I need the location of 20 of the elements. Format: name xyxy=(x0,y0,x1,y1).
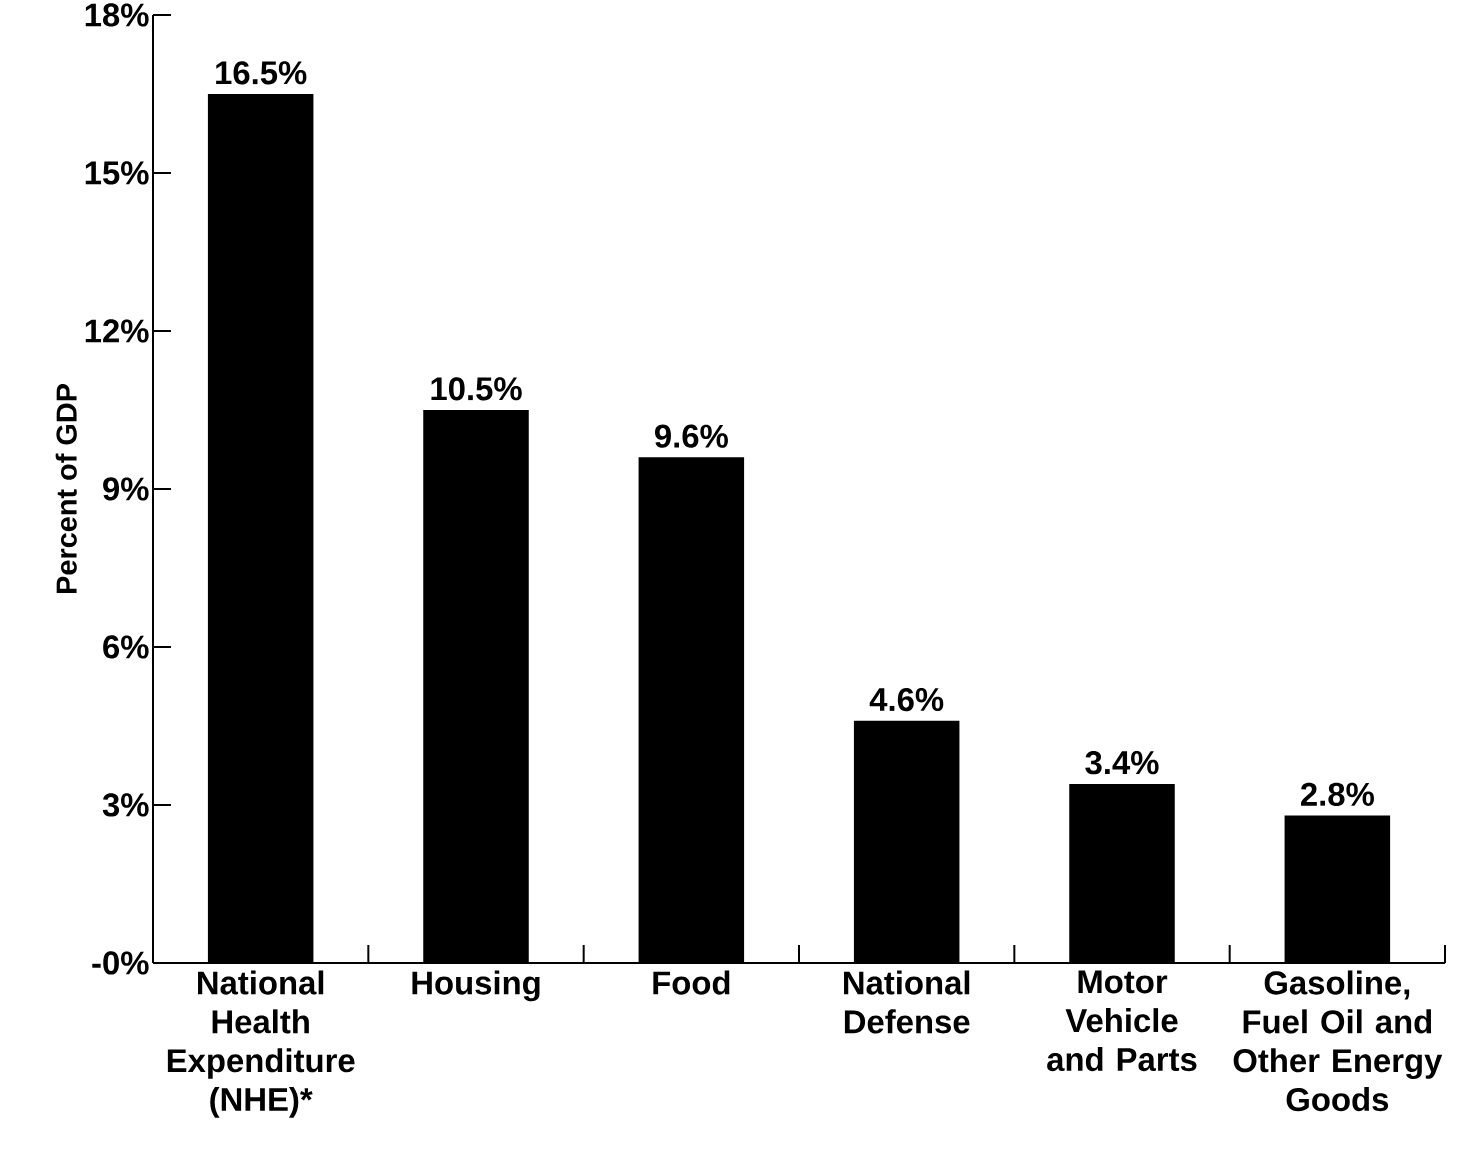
y-axis-title: Percent of GDP xyxy=(55,384,77,593)
x-tick-label: Gasoline, Fuel Oil and Other Energy Goods xyxy=(1233,970,1443,1112)
x-tick-label: Housing xyxy=(412,970,540,1002)
x-tick-label: Motor Vehicle and Parts xyxy=(1047,970,1197,1072)
y-tick-label: 3% xyxy=(102,793,149,817)
x-tick-label: Food xyxy=(653,970,730,995)
data-label: 16.5% xyxy=(216,61,307,85)
data-label: 3.4% xyxy=(1085,751,1159,775)
data-label: 10.5% xyxy=(431,377,522,401)
data-label: 4.6% xyxy=(869,687,944,712)
y-tick-label: 15% xyxy=(85,161,149,185)
x-tick-label: National Defense xyxy=(844,970,970,1034)
x-tick-label: National Health Expenditure (NHE)* xyxy=(167,970,355,1118)
y-tick-label: 12% xyxy=(85,319,149,343)
data-label: 9.6% xyxy=(655,424,728,448)
y-tick-label: 18% xyxy=(85,3,149,27)
y-tick-label: 6% xyxy=(103,635,149,659)
y-tick-label: -0% xyxy=(92,951,149,975)
y-tick-label: 9% xyxy=(103,477,149,501)
data-label: 2.8% xyxy=(1301,782,1374,806)
